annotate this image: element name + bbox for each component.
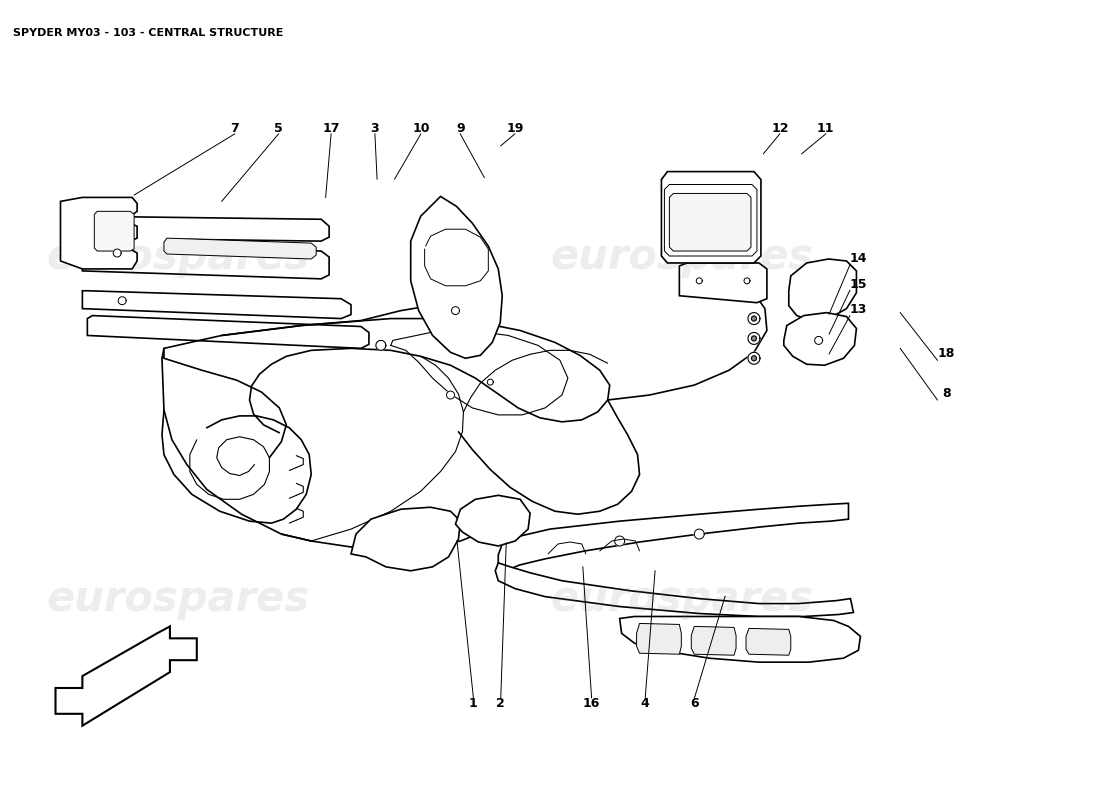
Text: 6: 6 (690, 697, 698, 710)
Polygon shape (751, 316, 757, 321)
Polygon shape (60, 198, 138, 269)
Polygon shape (113, 249, 121, 257)
Polygon shape (410, 197, 503, 358)
Text: 17: 17 (322, 122, 340, 134)
Polygon shape (789, 259, 857, 321)
Polygon shape (744, 278, 750, 284)
Polygon shape (82, 290, 351, 318)
Polygon shape (376, 341, 386, 350)
Polygon shape (118, 297, 127, 305)
Text: 9: 9 (455, 122, 464, 134)
Text: 2: 2 (496, 697, 505, 710)
Polygon shape (637, 623, 681, 654)
Polygon shape (748, 333, 760, 344)
Polygon shape (670, 194, 751, 251)
Text: 12: 12 (771, 122, 789, 134)
Text: eurospares: eurospares (46, 578, 310, 620)
Text: 13: 13 (850, 303, 867, 316)
Polygon shape (748, 352, 760, 364)
Polygon shape (495, 563, 854, 617)
Polygon shape (748, 313, 760, 325)
Text: 4: 4 (641, 697, 650, 710)
Polygon shape (784, 313, 857, 366)
Text: eurospares: eurospares (550, 578, 813, 620)
Polygon shape (615, 536, 625, 546)
Text: eurospares: eurospares (550, 236, 813, 278)
Text: 5: 5 (274, 122, 283, 134)
Polygon shape (487, 379, 493, 385)
Polygon shape (82, 216, 329, 279)
Text: 10: 10 (412, 122, 430, 134)
Polygon shape (451, 306, 460, 314)
Text: 15: 15 (850, 278, 868, 290)
Text: 19: 19 (506, 122, 524, 134)
Polygon shape (696, 278, 702, 284)
Text: 3: 3 (371, 122, 380, 134)
Text: 18: 18 (937, 347, 955, 361)
Polygon shape (691, 626, 736, 655)
Polygon shape (455, 495, 530, 546)
Polygon shape (815, 337, 823, 344)
Text: 11: 11 (817, 122, 835, 134)
Polygon shape (55, 626, 197, 726)
Polygon shape (447, 391, 454, 399)
Text: eurospares: eurospares (46, 236, 310, 278)
Polygon shape (498, 503, 848, 571)
Text: 7: 7 (230, 122, 239, 134)
Polygon shape (661, 171, 761, 263)
Polygon shape (751, 336, 757, 341)
Text: 8: 8 (942, 387, 950, 400)
Polygon shape (619, 617, 860, 662)
Polygon shape (87, 315, 368, 348)
Polygon shape (351, 507, 461, 571)
Polygon shape (680, 263, 767, 302)
Text: 16: 16 (583, 697, 601, 710)
Text: 1: 1 (469, 697, 477, 710)
Polygon shape (746, 629, 791, 655)
Polygon shape (164, 238, 316, 259)
Text: 14: 14 (850, 252, 868, 265)
Text: SPYDER MY03 - 103 - CENTRAL STRUCTURE: SPYDER MY03 - 103 - CENTRAL STRUCTURE (13, 28, 283, 38)
Polygon shape (95, 211, 134, 251)
Polygon shape (694, 529, 704, 539)
Polygon shape (751, 356, 757, 361)
